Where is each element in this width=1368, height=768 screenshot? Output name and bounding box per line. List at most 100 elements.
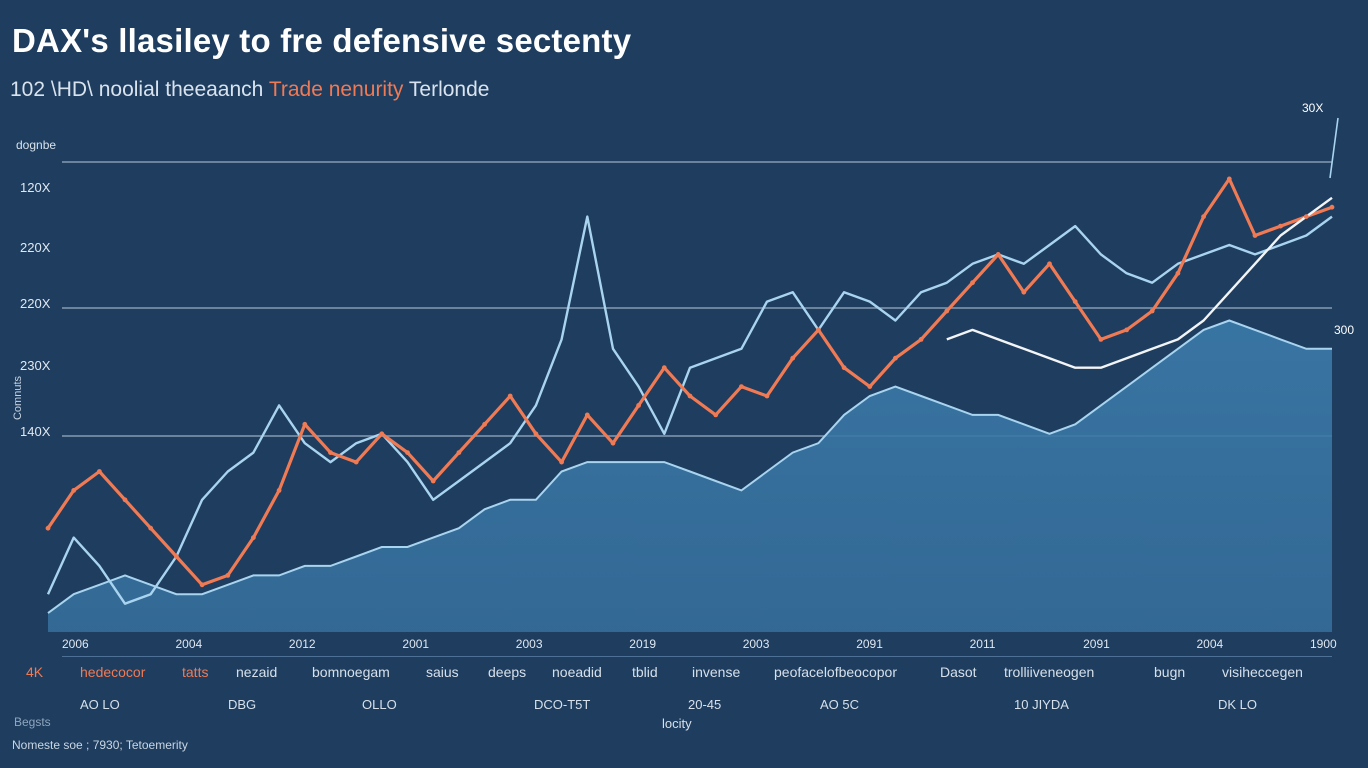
sub-label: 20-45: [688, 697, 722, 712]
y-axis-corner-label: dognbe: [16, 138, 57, 152]
orange-point: [1149, 308, 1155, 314]
x-axis-separator: [62, 656, 1332, 657]
footer-note: Nomeste soe ; 7930; Tetoemerity: [12, 738, 188, 752]
orange-point: [995, 252, 1001, 257]
orange-point: [430, 478, 436, 484]
series-area-fill: [48, 320, 1332, 632]
legend-item: 4K: [26, 664, 44, 680]
orange-point: [713, 412, 719, 418]
orange-point: [353, 459, 359, 465]
legend-item: hedecocor: [80, 664, 146, 680]
orange-point: [276, 488, 282, 493]
orange-point: [1175, 270, 1181, 276]
series-line-lightblue: [46, 215, 1333, 605]
x-tick-label: 2001: [402, 637, 429, 651]
legend-item: deeps: [488, 664, 527, 680]
sub-label: DBG: [228, 697, 257, 712]
orange-point: [1098, 337, 1104, 342]
y-tick-label: 140X: [20, 424, 51, 439]
orange-point: [970, 280, 975, 286]
orange-point: [661, 365, 667, 371]
orange-point: [559, 459, 564, 465]
x-tick-label: 2019: [629, 637, 656, 651]
legend-item: invense: [692, 664, 741, 680]
sub-label: DK LO: [1218, 697, 1258, 712]
orange-point: [148, 525, 154, 531]
orange-point: [225, 573, 231, 578]
right-top-label: 30X: [1302, 101, 1323, 115]
chart-subtitle: 102 \HD\ noolial theeaanch Trade nenurit…: [10, 78, 489, 102]
orange-point: [405, 450, 410, 455]
orange-point: [687, 393, 693, 399]
orange-point: [867, 384, 873, 389]
subtitle-accent: Trade nenurity: [268, 78, 404, 101]
sub-labels: AO LO DBG OLLO DCO-T5T 20-45 AO 5C 10 JIYDA DK …: [0, 697, 1368, 717]
orange-point: [816, 327, 821, 333]
x-tick-label: 2091: [1083, 637, 1110, 651]
orange-point: [1047, 261, 1052, 267]
legend-item: bomnoegam: [312, 664, 390, 680]
orange-point: [199, 582, 205, 588]
legend-item: peofacelofbeocopor: [774, 664, 897, 680]
x-tick-label: 2091: [856, 637, 883, 651]
orange-point: [764, 393, 770, 399]
y-tick-label: 220X: [20, 240, 51, 255]
x-tick-label: 2003: [743, 637, 770, 651]
sub-label: OLLO: [362, 697, 397, 712]
subtitle-prefix: 102 \HD\ noolial theeaanch: [10, 78, 264, 101]
chart-title: DAX's llasiley to fre defensive sectenty: [12, 22, 632, 59]
right-pointer-line: [1329, 117, 1339, 179]
right-mid-label: 300: [1334, 323, 1354, 337]
orange-point: [1329, 204, 1335, 210]
legend-item: tblid: [632, 664, 658, 680]
x-tick-label: 2004: [1197, 637, 1224, 651]
x-tick-label: 1900: [1310, 637, 1337, 651]
orange-point: [456, 450, 462, 455]
orange-point: [841, 365, 847, 371]
x-tick-label: 2003: [516, 637, 543, 651]
orange-point: [893, 355, 898, 361]
orange-point: [1278, 223, 1283, 229]
orange-point: [97, 469, 102, 474]
legend-item: nezaid: [236, 664, 278, 680]
orange-point: [302, 421, 308, 427]
orange-point: [1252, 233, 1258, 238]
orange-point: [584, 412, 590, 418]
x-tick-label: 2004: [176, 637, 203, 651]
orange-point: [636, 403, 641, 408]
y-tick-label: 220X: [20, 296, 51, 311]
orange-point: [790, 355, 796, 361]
orange-point: [379, 431, 385, 437]
orange-point: [1303, 214, 1309, 220]
orange-point: [1201, 214, 1206, 220]
orange-point: [122, 497, 128, 503]
orange-point: [71, 488, 77, 493]
orange-point: [533, 431, 539, 437]
orange-point: [918, 337, 924, 342]
orange-point: [482, 421, 487, 427]
legend-item: tatts: [182, 664, 209, 680]
orange-point: [1124, 327, 1129, 333]
y-tick-label: 120X: [20, 180, 51, 195]
x-tick-label: 2012: [289, 637, 316, 651]
sub-label: AO 5C: [820, 697, 860, 712]
orange-point: [944, 308, 950, 314]
orange-point: [174, 554, 179, 559]
legend-item: trolliiveneogen: [1004, 664, 1095, 680]
orange-point: [1226, 176, 1232, 182]
orange-point: [739, 384, 744, 389]
orange-point: [610, 440, 616, 446]
sub-label: 10 JIYDA: [1014, 697, 1069, 712]
legend-item: Dasot: [940, 664, 977, 680]
y-tick-label: 230X: [20, 358, 51, 373]
series-area-line: [47, 319, 1332, 614]
footer-top-note: Begsts: [14, 715, 51, 729]
sub-label: AO LO: [80, 697, 120, 712]
legend-item: saius: [426, 664, 459, 680]
orange-point: [328, 450, 333, 455]
series-line-white: [946, 196, 1333, 369]
orange-point: [45, 525, 51, 531]
orange-point: [251, 535, 256, 540]
